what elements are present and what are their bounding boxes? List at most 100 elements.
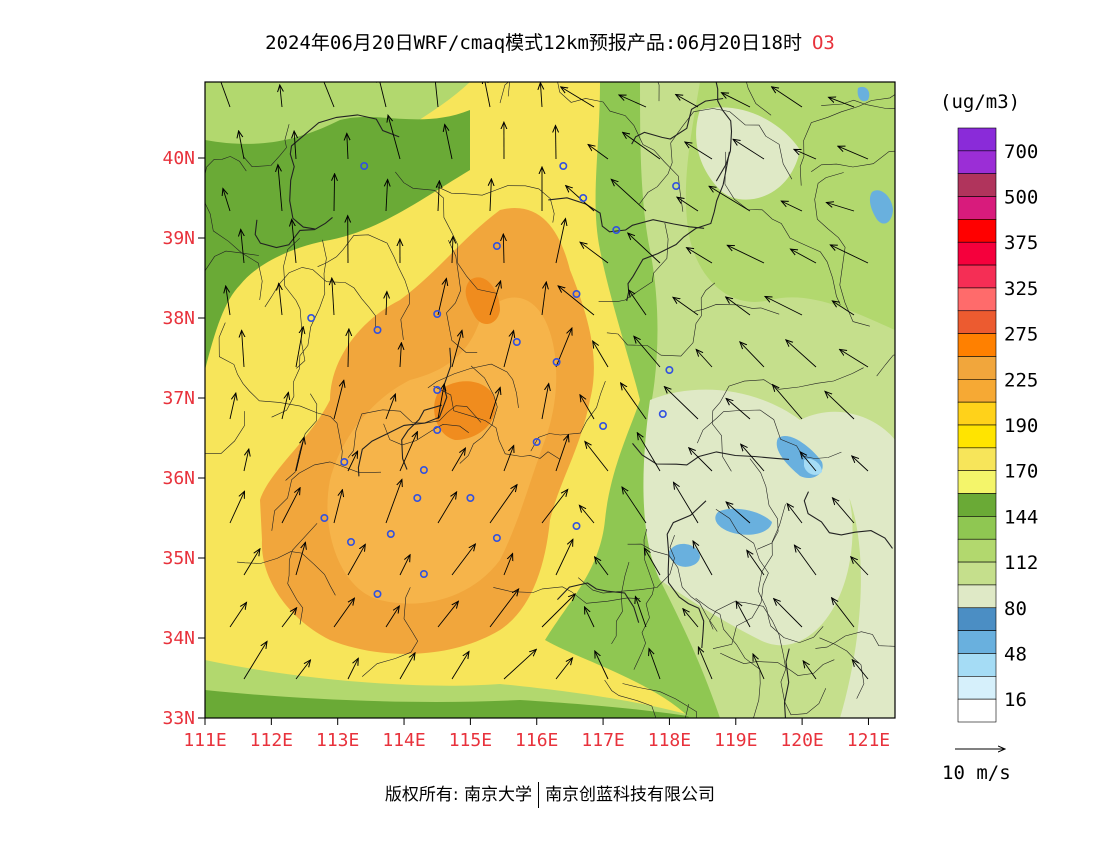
- border-line: [626, 151, 730, 302]
- wind-arrow: [800, 452, 817, 472]
- colorbar-level-label: 375: [1004, 232, 1038, 254]
- station-marker: [360, 162, 369, 171]
- lon-tick-label: 117E: [581, 730, 624, 751]
- border-line: [271, 239, 327, 418]
- colorbar-level-label: 190: [1004, 415, 1038, 437]
- wind-arrow: [541, 594, 575, 628]
- colorbar-level-label: 170: [1004, 461, 1038, 483]
- wind-arrow: [803, 661, 817, 680]
- colorbar-level-label: 144: [1004, 506, 1038, 528]
- wind-arrow: [852, 456, 869, 472]
- border-line: [401, 404, 442, 470]
- colorbar-swatch: [957, 401, 997, 426]
- station-marker: [413, 493, 422, 502]
- wind-arrow: [674, 482, 699, 524]
- wind-arrow: [595, 557, 609, 576]
- border-line: [639, 108, 793, 205]
- border-line: [666, 500, 707, 649]
- station-marker: [599, 421, 608, 430]
- border-line: [604, 679, 657, 718]
- station-marker: [433, 425, 442, 434]
- wind-arrow: [540, 83, 542, 108]
- border-line: [709, 601, 827, 716]
- station-marker: [612, 226, 621, 235]
- station-marker: [672, 182, 681, 191]
- border-line: [287, 523, 318, 625]
- station-marker: [658, 409, 667, 418]
- border-line: [803, 491, 893, 549]
- lon-tick-label: 120E: [780, 730, 823, 751]
- border-line: [712, 509, 769, 649]
- latitude-axis: 33N 34N 35N 36N 37N 38N 39N 40N: [162, 148, 205, 729]
- footer-credits: 版权所有: 南京大学 南京创蓝科技有限公司: [0, 780, 1100, 808]
- colorbar-swatch: [957, 493, 997, 517]
- colorbar-swatch: [957, 379, 997, 403]
- wind-arrow: [386, 292, 387, 316]
- concentration-region: [327, 297, 557, 604]
- longitude-axis: 111E 112E 113E 114E 115E 116E 117E 118E 119E 120E…: [183, 718, 890, 751]
- lon-tick-label: 114E: [382, 730, 425, 751]
- wind-arrow: [733, 139, 765, 160]
- colorbar-level-label: 16: [1004, 689, 1027, 711]
- colorbar-swatch: [957, 310, 997, 334]
- colorbar-swatch: [957, 676, 997, 700]
- border-line: [598, 222, 669, 303]
- concentration-region: [800, 411, 895, 718]
- wind-arrow: [826, 203, 855, 212]
- wind-arrow: [696, 350, 713, 368]
- wind-arrow: [579, 505, 595, 524]
- wind-arrow: [399, 653, 415, 680]
- wind-arrow: [437, 384, 444, 420]
- wind-arrow: [774, 599, 803, 628]
- colorbar-swatch: [957, 630, 997, 654]
- wind-arrow: [753, 654, 765, 680]
- station-marker: [373, 325, 382, 334]
- wind-arrow: [555, 219, 566, 264]
- colorbar-swatch: [957, 470, 997, 494]
- lat-tick-label: 40N: [162, 148, 195, 169]
- wind-arrow: [791, 249, 817, 264]
- lon-tick-label: 118E: [648, 730, 691, 751]
- wind-arrow: [736, 601, 751, 628]
- lat-tick-label: 39N: [162, 228, 195, 249]
- wind-arrow: [558, 286, 595, 316]
- wind-arrow: [281, 392, 288, 420]
- wind-arrow: [399, 555, 410, 576]
- wind-arrow: [294, 131, 296, 160]
- wind-arrow: [637, 433, 661, 472]
- border-line: [236, 551, 336, 596]
- colorbar-swatch: [957, 356, 997, 380]
- border-line: [347, 405, 482, 458]
- wind-arrow: [281, 488, 300, 524]
- wind-arrow: [503, 649, 536, 680]
- wind-arrow: [437, 601, 458, 628]
- wind-arrow: [243, 549, 260, 576]
- wind-legend: 10 m/s: [942, 749, 1011, 784]
- station-marker: [492, 533, 501, 542]
- wind-arrow: [451, 652, 469, 680]
- station-marker: [532, 437, 541, 446]
- lon-tick-label: 116E: [515, 730, 558, 751]
- wind-arrow: [787, 504, 803, 524]
- monitoring-stations: [307, 162, 681, 598]
- border-line: [254, 216, 333, 249]
- station-marker: [552, 357, 561, 366]
- colorbar-swatch: [957, 538, 997, 563]
- wind-arrow: [726, 502, 751, 524]
- lat-tick-label: 34N: [162, 628, 195, 649]
- colorbar-swatch: [957, 219, 997, 243]
- wind-arrow: [437, 279, 446, 316]
- map-frame: [204, 81, 896, 719]
- concentration-region: [668, 543, 700, 567]
- wind-arrow: [385, 606, 399, 628]
- station-marker: [419, 569, 428, 578]
- wind-arrow: [689, 448, 713, 472]
- wind-arrow: [347, 544, 365, 576]
- wind-arrow: [693, 541, 713, 576]
- colorbar-swatch: [957, 424, 997, 449]
- wind-arrow: [347, 658, 358, 680]
- wind-arrow: [386, 180, 388, 212]
- wind-arrow: [851, 557, 869, 576]
- wind-arrow: [585, 442, 609, 472]
- wind-arrow: [852, 660, 869, 680]
